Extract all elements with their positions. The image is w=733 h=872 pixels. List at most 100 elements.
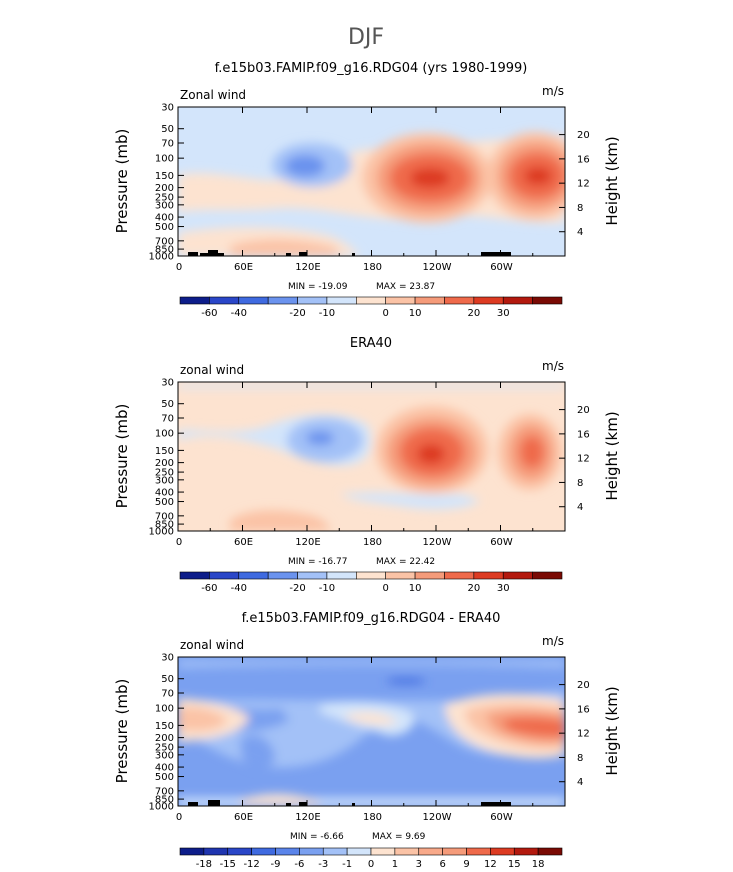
y-tick-label: 700 bbox=[155, 236, 174, 247]
max-label: MAX = 22.42 bbox=[376, 557, 435, 567]
y-tick-label: 300 bbox=[155, 200, 174, 211]
colorbar-label: -20 bbox=[289, 583, 305, 594]
min-label: MIN = -19.09 bbox=[288, 282, 348, 292]
colorbar-label: 12 bbox=[484, 859, 497, 870]
y-tick-label: 250 bbox=[155, 743, 174, 754]
colorbar-label: -40 bbox=[231, 308, 247, 319]
colorbar-box bbox=[267, 296, 298, 305]
colorbar-label: 0 bbox=[383, 583, 389, 594]
colorbar-box bbox=[532, 296, 563, 305]
y-axis-label: Pressure (mb) bbox=[113, 404, 131, 509]
panel-units-label: m/s bbox=[542, 359, 564, 373]
panel-left-label: zonal wind bbox=[180, 638, 244, 652]
x-tick-label: 60W bbox=[490, 537, 513, 548]
x-tick-label: 60E bbox=[234, 537, 253, 548]
y-tick-label: 850 bbox=[155, 520, 174, 531]
colorbar-box bbox=[466, 847, 491, 856]
colorbar-label: -10 bbox=[319, 583, 335, 594]
contour-field bbox=[178, 382, 565, 531]
y-tick-label: 500 bbox=[155, 222, 174, 233]
y-tick-label: 30 bbox=[161, 653, 174, 664]
colorbar-box bbox=[275, 847, 300, 856]
right-axis-label: Height (km) bbox=[603, 686, 621, 775]
colorbar-label: -6 bbox=[294, 859, 304, 870]
y-tick-label: 200 bbox=[155, 183, 174, 194]
colorbar-label: -18 bbox=[196, 859, 212, 870]
y-tick-label: 850 bbox=[155, 795, 174, 806]
y-tick-label: 850 bbox=[155, 245, 174, 256]
y-tick-label: 30 bbox=[161, 103, 174, 114]
colorbar-box bbox=[502, 296, 533, 305]
y-tick-label: 70 bbox=[161, 414, 174, 425]
y-tick-label: 50 bbox=[161, 124, 174, 135]
colorbar-label: 9 bbox=[463, 859, 469, 870]
right-tick-label: 4 bbox=[577, 502, 583, 513]
right-tick-label: 16 bbox=[577, 429, 590, 440]
colorbar-box bbox=[490, 847, 515, 856]
colorbar: -18 -15 -12 -9 -6 -3 -1 0 1 3 6 9 12 15 18 bbox=[179, 847, 563, 870]
y-tick-label: 500 bbox=[155, 497, 174, 508]
colorbar-box bbox=[209, 571, 240, 580]
y-tick-label: 250 bbox=[155, 193, 174, 204]
colorbar-label: -60 bbox=[201, 583, 217, 594]
colorbar-label: -60 bbox=[201, 308, 217, 319]
colorbar-box bbox=[209, 296, 240, 305]
x-tick-label: 0 bbox=[176, 262, 182, 273]
panel-left-label: Zonal wind bbox=[180, 88, 246, 102]
y-tick-label: 250 bbox=[155, 468, 174, 479]
colorbar-label: -1 bbox=[342, 859, 352, 870]
right-tick-label: 20 bbox=[577, 130, 590, 141]
y-axis-label: Pressure (mb) bbox=[113, 679, 131, 784]
colorbar-box bbox=[513, 847, 539, 856]
colorbar-box bbox=[297, 296, 328, 305]
x-tick-label: 0 bbox=[176, 537, 182, 548]
contour-field bbox=[178, 107, 565, 256]
contour-field bbox=[178, 657, 565, 806]
colorbar-label: -15 bbox=[220, 859, 236, 870]
x-tick-label: 60E bbox=[234, 262, 253, 273]
x-tick-label: 60W bbox=[490, 812, 513, 823]
y-tick-label: 1000 bbox=[149, 527, 174, 538]
y-tick-label: 150 bbox=[155, 446, 174, 457]
colorbar-label: 0 bbox=[383, 308, 389, 319]
x-tick-label: 180 bbox=[363, 262, 382, 273]
panel-title: f.e15b03.FAMIP.f09_g16.RDG04 - ERA40 bbox=[242, 611, 501, 626]
colorbar-label: 10 bbox=[409, 308, 422, 319]
x-tick-label: 120W bbox=[423, 537, 452, 548]
x-tick-label: 120W bbox=[423, 262, 452, 273]
colorbar-box bbox=[532, 571, 563, 580]
colorbar-box bbox=[238, 296, 269, 305]
min-label: MIN = -16.77 bbox=[288, 557, 347, 567]
colorbar-box bbox=[179, 571, 210, 580]
colorbar-label: -40 bbox=[231, 583, 247, 594]
x-tick-label: 60E bbox=[234, 812, 253, 823]
colorbar-box bbox=[502, 571, 533, 580]
x-tick-label: 0 bbox=[176, 812, 182, 823]
colorbar-label: 3 bbox=[416, 859, 422, 870]
right-tick-label: 16 bbox=[577, 154, 590, 165]
colorbar-box bbox=[394, 847, 420, 856]
y-tick-label: 200 bbox=[155, 733, 174, 744]
right-tick-label: 8 bbox=[577, 753, 583, 764]
right-tick-label: 12 bbox=[577, 179, 590, 190]
colorbar-label: -9 bbox=[271, 859, 281, 870]
panel-difference: f.e15b03.FAMIP.f09_g16.RDG04 - ERA40 zon… bbox=[113, 611, 621, 870]
colorbar-label: 20 bbox=[467, 583, 480, 594]
colorbar: -60 -40 -20 -10 0 10 20 30 bbox=[179, 296, 563, 319]
colorbar-label: -10 bbox=[319, 308, 335, 319]
y-tick-label: 100 bbox=[155, 429, 174, 440]
y-tick-label: 30 bbox=[161, 378, 174, 389]
colorbar-label: 15 bbox=[508, 859, 521, 870]
colorbar-box bbox=[179, 847, 205, 856]
colorbar-label: -20 bbox=[289, 308, 305, 319]
x-tick-label: 180 bbox=[363, 537, 382, 548]
colorbar-box bbox=[385, 571, 416, 580]
colorbar-box bbox=[299, 847, 324, 856]
colorbar-box bbox=[414, 296, 445, 305]
panel-units-label: m/s bbox=[542, 84, 564, 98]
panel-left-label: zonal wind bbox=[180, 363, 244, 377]
colorbar-label: 20 bbox=[467, 308, 480, 319]
panel-units-label: m/s bbox=[542, 634, 564, 648]
